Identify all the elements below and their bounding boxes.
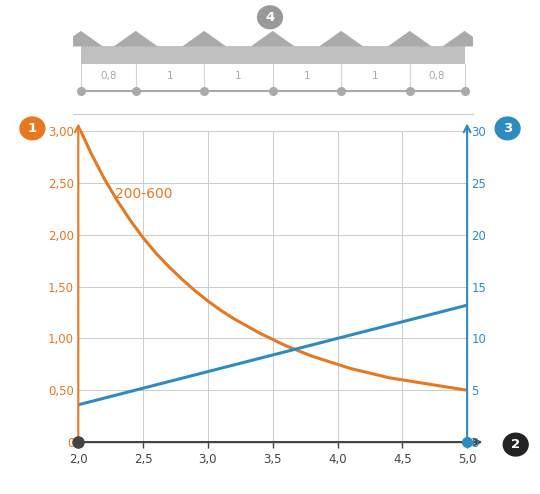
Text: 1: 1: [167, 71, 173, 81]
Text: 0,8: 0,8: [429, 71, 446, 81]
Text: 1: 1: [303, 71, 310, 81]
Polygon shape: [388, 31, 431, 46]
Polygon shape: [59, 31, 103, 46]
Text: 4: 4: [265, 11, 275, 24]
Text: 200-600: 200-600: [114, 187, 172, 202]
Text: 2: 2: [511, 438, 520, 451]
Polygon shape: [319, 31, 363, 46]
Text: 1: 1: [372, 71, 379, 81]
Polygon shape: [114, 31, 158, 46]
Polygon shape: [251, 31, 295, 46]
Text: 0,8: 0,8: [100, 71, 117, 81]
Text: 1: 1: [235, 71, 242, 81]
Polygon shape: [443, 31, 487, 46]
Bar: [81, 46, 464, 64]
Polygon shape: [182, 31, 226, 46]
Text: 3: 3: [503, 122, 512, 135]
Text: 1: 1: [28, 122, 37, 135]
